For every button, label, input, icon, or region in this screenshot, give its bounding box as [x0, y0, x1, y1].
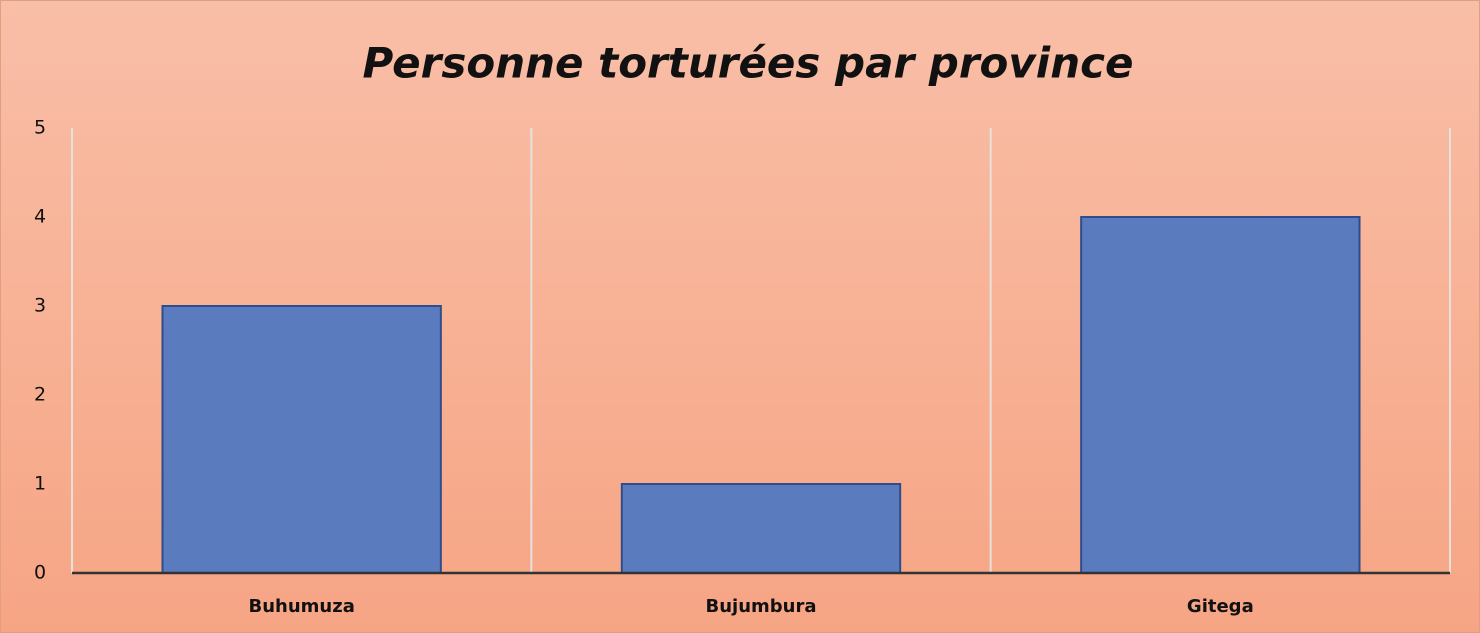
- y-tick-label: 2: [34, 384, 46, 406]
- y-tick-label: 0: [34, 562, 46, 584]
- y-tick-label: 3: [34, 295, 46, 317]
- bar: [161, 305, 442, 574]
- y-tick-label: 4: [34, 206, 46, 228]
- x-tick-label: Gitega: [1187, 596, 1254, 617]
- x-tick-label: Buhumuza: [248, 596, 354, 617]
- y-tick-label: 5: [34, 117, 46, 139]
- y-tick-label: 1: [34, 473, 46, 495]
- x-tick-label: Bujumbura: [706, 596, 817, 617]
- chart-title: Personne torturées par province: [363, 39, 1134, 88]
- bar: [620, 483, 902, 574]
- bar: [1080, 216, 1361, 574]
